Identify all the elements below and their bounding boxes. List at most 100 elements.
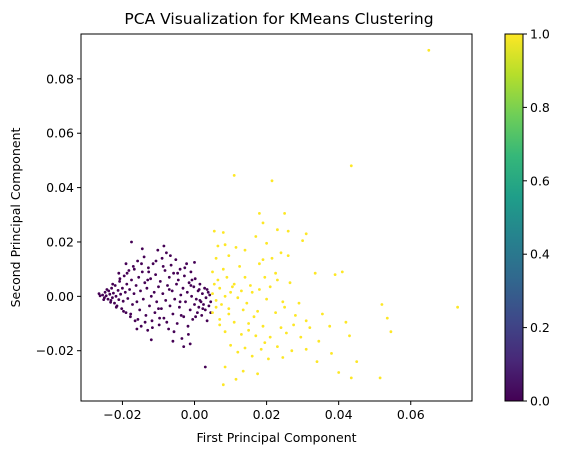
data-point-cluster-1: [212, 282, 216, 286]
data-point-cluster-0: [147, 266, 150, 270]
data-point-cluster-1: [333, 273, 337, 276]
data-point-cluster-0: [140, 247, 144, 251]
data-point-cluster-0: [162, 244, 166, 248]
data-point-cluster-1: [285, 331, 288, 335]
data-point-cluster-0: [183, 274, 186, 278]
colorbar-tick-label: 0.2: [530, 320, 550, 335]
data-point-cluster-1: [221, 231, 225, 234]
data-point-cluster-0: [175, 322, 179, 325]
data-point-cluster-0: [170, 289, 174, 293]
data-point-cluster-0: [125, 271, 129, 275]
data-point-cluster-1: [214, 299, 218, 302]
data-point-cluster-0: [158, 316, 162, 320]
data-point-cluster-1: [254, 334, 258, 338]
data-point-cluster-1: [211, 311, 214, 314]
data-point-cluster-1: [283, 305, 286, 309]
data-point-cluster-0: [135, 327, 139, 331]
data-point-cluster-1: [288, 281, 292, 285]
data-point-cluster-0: [178, 300, 182, 304]
data-point-cluster-0: [161, 265, 165, 268]
data-point-cluster-0: [111, 296, 114, 300]
data-point-cluster-1: [243, 248, 247, 252]
data-point-cluster-0: [208, 293, 212, 297]
data-point-cluster-1: [313, 271, 317, 275]
data-point-cluster-0: [140, 270, 144, 274]
data-point-cluster-1: [304, 347, 308, 351]
data-point-cluster-0: [202, 303, 205, 306]
data-point-cluster-0: [129, 315, 132, 319]
data-point-cluster-1: [267, 357, 270, 361]
data-point-cluster-1: [349, 164, 353, 168]
data-point-cluster-1: [268, 335, 272, 339]
data-point-cluster-1: [214, 256, 218, 260]
data-point-cluster-0: [122, 309, 125, 313]
data-point-cluster-1: [223, 294, 227, 298]
data-point-cluster-0: [158, 280, 162, 283]
data-point-cluster-0: [166, 284, 169, 287]
data-point-cluster-0: [140, 262, 143, 266]
data-point-cluster-1: [223, 243, 227, 247]
data-point-cluster-0: [205, 319, 209, 323]
data-point-cluster-1: [250, 290, 254, 294]
data-point-cluster-0: [145, 286, 149, 290]
data-point-cluster-1: [245, 301, 249, 305]
data-point-cluster-1: [265, 241, 268, 245]
data-point-cluster-0: [187, 281, 191, 285]
data-point-cluster-1: [279, 326, 283, 329]
data-point-cluster-0: [148, 304, 151, 308]
data-point-cluster-0: [130, 240, 133, 244]
data-point-cluster-0: [189, 284, 193, 287]
colorbar-tick-label: 0.8: [530, 100, 550, 115]
data-point-cluster-0: [156, 248, 160, 252]
data-point-cluster-0: [171, 312, 175, 316]
data-point-cluster-1: [220, 303, 223, 306]
data-point-cluster-0: [165, 320, 169, 324]
data-point-cluster-0: [207, 304, 211, 308]
data-point-cluster-0: [165, 251, 168, 255]
y-tick-label: −0.02: [36, 343, 74, 358]
data-point-cluster-1: [294, 314, 297, 317]
data-point-cluster-1: [227, 254, 231, 257]
y-axis-ticks: −0.02 0.00 0.02 0.04 0.06 0.08: [36, 71, 81, 358]
data-point-cluster-0: [198, 299, 202, 302]
data-point-cluster-0: [139, 289, 142, 293]
data-point-cluster-1: [211, 292, 214, 295]
data-point-cluster-0: [181, 286, 185, 290]
x-tick-label: 0.00: [181, 407, 209, 422]
data-point-cluster-1: [236, 296, 240, 300]
data-point-cluster-1: [216, 244, 220, 248]
data-point-cluster-1: [321, 312, 324, 316]
data-point-cluster-0: [149, 338, 153, 342]
data-point-cluster-1: [258, 212, 261, 215]
data-point-cluster-0: [143, 320, 147, 324]
data-point-cluster-0: [160, 307, 163, 310]
data-point-cluster-1: [340, 270, 344, 274]
data-point-cluster-1: [256, 372, 259, 376]
data-point-cluster-1: [243, 346, 247, 350]
data-point-cluster-0: [144, 314, 148, 317]
data-point-cluster-1: [330, 352, 333, 355]
data-point-cluster-1: [290, 349, 294, 353]
data-point-cluster-1: [265, 297, 268, 301]
y-axis-label: Second Principal Component: [8, 128, 23, 308]
data-point-cluster-1: [240, 333, 243, 336]
data-point-cluster-0: [183, 266, 187, 270]
data-point-cluster-1: [223, 365, 227, 369]
data-point-cluster-0: [188, 308, 192, 312]
data-point-cluster-0: [157, 307, 160, 310]
data-point-cluster-0: [151, 326, 154, 329]
data-point-cluster-0: [188, 342, 192, 346]
x-axis-label: First Principal Component: [196, 430, 356, 445]
data-point-cluster-0: [123, 290, 127, 294]
data-point-cluster-0: [120, 307, 124, 310]
data-point-cluster-0: [194, 315, 198, 319]
data-point-cluster-1: [337, 371, 341, 374]
data-point-cluster-0: [108, 292, 112, 296]
data-point-cluster-0: [97, 292, 101, 295]
data-point-cluster-1: [274, 311, 277, 314]
data-point-cluster-0: [110, 286, 113, 290]
data-point-cluster-0: [200, 314, 204, 317]
colorbar-tick-label: 0.0: [530, 394, 550, 409]
data-point-cluster-0: [150, 319, 154, 323]
data-point-cluster-0: [196, 311, 199, 314]
